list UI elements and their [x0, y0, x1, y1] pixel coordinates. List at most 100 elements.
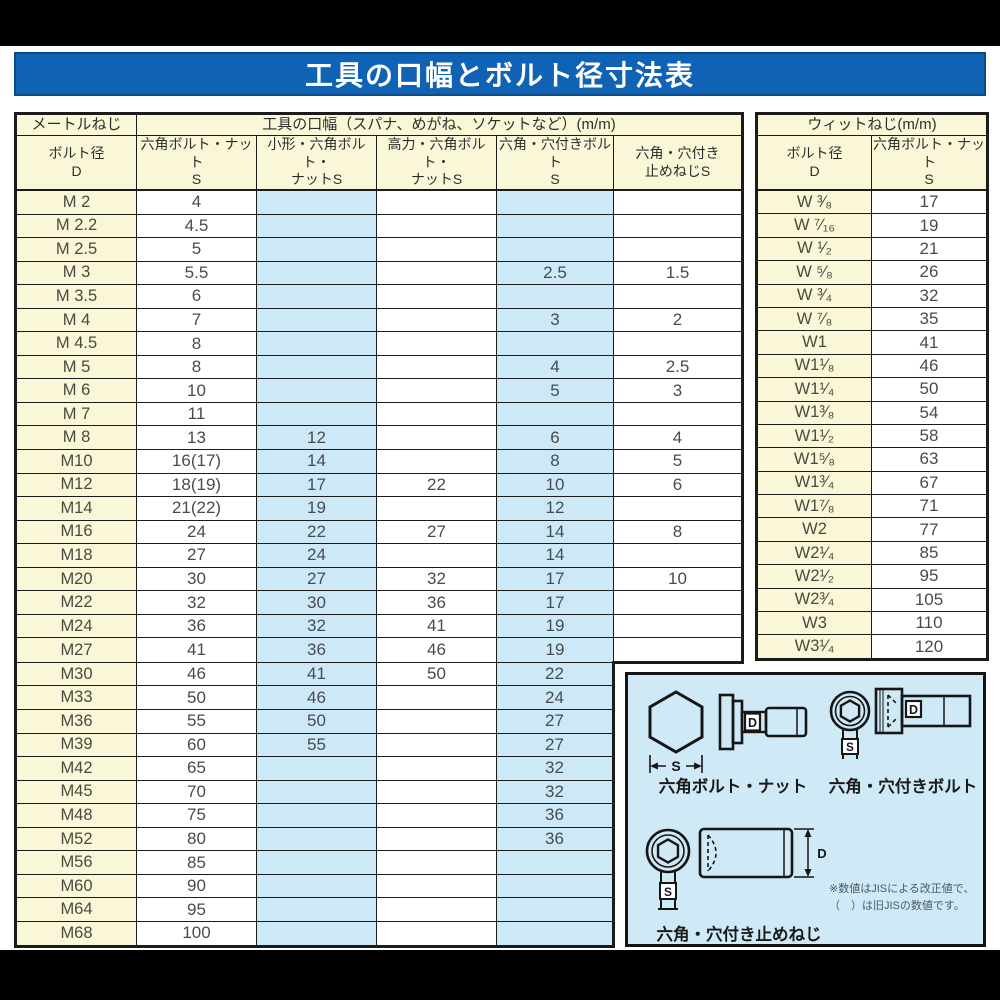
column-header-hex-socket-set-screw: 六角・穴付き 止めねじS	[612, 135, 745, 191]
metric-cell	[256, 850, 377, 875]
metric-cell: 4	[136, 189, 257, 215]
metric-cell: 41	[376, 613, 497, 639]
metric-cell: 70	[136, 779, 257, 805]
table-row: M 8 13 12 6 4	[14, 425, 745, 451]
top-letterbox	[0, 0, 1000, 46]
metric-cell: 17	[496, 566, 614, 592]
table-row: W ⁷⁄₁₆ 19	[755, 213, 989, 238]
metric-cell: 36	[376, 590, 497, 615]
metric-cell: M45	[14, 779, 137, 805]
metric-cell: 24	[136, 519, 257, 545]
bottom-letterbox	[0, 950, 1000, 1000]
metric-cell	[256, 307, 377, 333]
metric-cell: 8	[136, 331, 257, 356]
metric-cell: 4	[612, 425, 745, 451]
whitworth-cell: 50	[871, 377, 989, 402]
whitworth-group-header-row: ウィットねじ(m/m)	[755, 112, 989, 136]
metric-cell: 95	[136, 897, 257, 922]
metric-cell	[496, 213, 614, 239]
metric-cell	[612, 331, 745, 356]
table-row: M 2.2 4.5	[14, 213, 745, 239]
whitworth-cell: W1⁵⁄₈	[755, 447, 872, 472]
whitworth-cell: 58	[871, 423, 989, 449]
metric-cell: 10	[136, 378, 257, 403]
whitworth-table-body: W ³⁄₈ 17 W ⁷⁄₁₆ 19 W ¹⁄₂ 21 W ⁵⁄₈ 26 W ³⁄₄ 32 W ⁷⁄…	[755, 189, 989, 661]
whitworth-cell: W2¹⁄₄	[755, 540, 872, 566]
whitworth-cell: W1	[755, 330, 872, 355]
metric-cell: 19	[256, 496, 377, 521]
metric-cell: 36	[496, 803, 615, 828]
metric-cell	[256, 213, 377, 239]
metric-cell	[612, 637, 745, 664]
metric-cell	[256, 920, 377, 948]
metric-cell	[256, 189, 377, 215]
metric-cell: M12	[14, 472, 137, 498]
metric-cell	[612, 543, 745, 568]
metric-cell: M 2.2	[14, 213, 137, 239]
metric-cell	[376, 873, 497, 899]
column-header-hex-bolt-nut: 六角ボルト・ナット S	[136, 135, 257, 191]
whitworth-cell: 67	[871, 470, 989, 496]
s-dimension-label: S	[664, 885, 672, 899]
metric-cell: 46	[256, 685, 377, 711]
metric-cell: 85	[136, 850, 257, 875]
table-row: W3 110	[755, 611, 989, 636]
metric-cell	[496, 284, 614, 309]
metric-table: メートルねじ 工具の口幅（スパナ、めがね、ソケットなど）(m/m) ボルト径 D…	[14, 112, 745, 948]
whitworth-cell: W2³⁄₄	[755, 587, 872, 613]
metric-cell: 10	[612, 566, 745, 592]
metric-cell	[256, 378, 377, 403]
metric-cell: 14	[496, 519, 614, 545]
table-row: W1⁷⁄₈ 71	[755, 494, 989, 519]
metric-cell	[612, 590, 745, 615]
table-row: M 7 11	[14, 401, 745, 427]
metric-cell	[612, 213, 745, 239]
metric-cell: 27	[136, 543, 257, 568]
table-row: W ¹⁄₂ 21	[755, 236, 989, 262]
metric-cell: M60	[14, 873, 137, 899]
column-header-hex-bolt-nut: 六角ボルト・ナット S	[871, 135, 989, 191]
metric-cell: 30	[256, 590, 377, 615]
metric-cell	[376, 496, 497, 521]
whitworth-cell: 71	[871, 494, 989, 519]
column-header-high-strength-hex: 高力・六角ボルト・ ナットS	[376, 135, 497, 191]
whitworth-cell: W3	[755, 611, 872, 636]
metric-cell: 6	[496, 425, 614, 451]
table-row: M52 80 36	[14, 826, 743, 852]
metric-cell: 22	[496, 661, 615, 687]
metric-cell: 4	[496, 354, 614, 380]
metric-cell: 32	[256, 613, 377, 639]
table-row: W ⁵⁄₈ 26	[755, 260, 989, 285]
metric-cell: 32	[496, 779, 615, 805]
metric-cell: 5	[136, 237, 257, 262]
metric-cell: 50	[256, 709, 377, 734]
whitworth-cell: 17	[871, 189, 989, 215]
whitworth-cell: 26	[871, 260, 989, 285]
metric-cell	[496, 189, 614, 215]
metric-cell	[376, 425, 497, 451]
metric-cell: M 2.5	[14, 237, 137, 262]
metric-cell	[376, 307, 497, 333]
metric-cell: 27	[496, 709, 615, 734]
whitworth-cell: 110	[871, 611, 989, 636]
whitworth-cell: W ³⁄₄	[755, 283, 872, 308]
metric-cell	[376, 756, 497, 781]
metric-cell	[256, 237, 377, 262]
metric-cell: 27	[376, 519, 497, 545]
jis-note-line1: ※数値はJISによる改正値で、	[829, 883, 975, 895]
page-title-bar: 工具の口幅とボルト径寸法表	[14, 52, 986, 96]
metric-cell: 32	[136, 590, 257, 615]
metric-cell: M52	[14, 826, 137, 852]
metric-cell: M16	[14, 519, 137, 545]
metric-cell: 2.5	[496, 260, 614, 286]
metric-cell: M68	[14, 920, 137, 948]
metric-cell: 14	[496, 543, 614, 568]
metric-cell: 6	[612, 472, 745, 498]
metric-cell	[376, 920, 497, 948]
metric-cell: 13	[136, 425, 257, 451]
metric-cell	[376, 260, 497, 286]
metric-cell	[376, 237, 497, 262]
table-row: W3¹⁄₄ 120	[755, 634, 989, 661]
